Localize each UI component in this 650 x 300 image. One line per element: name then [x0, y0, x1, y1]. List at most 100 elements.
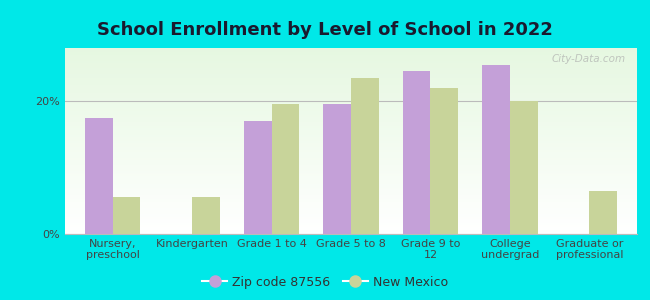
- Bar: [323, 104, 351, 234]
- Bar: [65, 115, 637, 117]
- Bar: [430, 88, 458, 234]
- Bar: [85, 118, 112, 234]
- Bar: [65, 184, 637, 186]
- Bar: [482, 64, 510, 234]
- Bar: [65, 113, 637, 115]
- Bar: [65, 188, 637, 189]
- Bar: [65, 139, 637, 141]
- Bar: [65, 76, 637, 78]
- Bar: [192, 197, 220, 234]
- Bar: [65, 191, 637, 193]
- Bar: [65, 104, 637, 106]
- Bar: [65, 167, 637, 169]
- Bar: [65, 182, 637, 184]
- Bar: [65, 204, 637, 206]
- Bar: [65, 160, 637, 161]
- Bar: [65, 219, 637, 221]
- Bar: [65, 111, 637, 113]
- Bar: [65, 121, 637, 122]
- Bar: [65, 59, 637, 61]
- Bar: [65, 100, 637, 102]
- Bar: [65, 117, 637, 119]
- Bar: [65, 67, 637, 68]
- Bar: [65, 148, 637, 150]
- Bar: [65, 189, 637, 191]
- Bar: [65, 195, 637, 197]
- Bar: [65, 65, 637, 67]
- Bar: [65, 161, 637, 163]
- Bar: [65, 217, 637, 219]
- Bar: [65, 61, 637, 63]
- Bar: [65, 128, 637, 130]
- Bar: [65, 122, 637, 124]
- Bar: [65, 206, 637, 208]
- Bar: [65, 152, 637, 154]
- Bar: [65, 226, 637, 228]
- Bar: [65, 87, 637, 89]
- Bar: [510, 101, 538, 234]
- Bar: [590, 191, 617, 234]
- Bar: [65, 106, 637, 107]
- Bar: [65, 126, 637, 128]
- Bar: [65, 85, 637, 87]
- Bar: [272, 104, 300, 234]
- Bar: [65, 94, 637, 96]
- Bar: [65, 199, 637, 200]
- Legend: Zip code 87556, New Mexico: Zip code 87556, New Mexico: [197, 271, 453, 294]
- Bar: [65, 137, 637, 139]
- Bar: [65, 68, 637, 70]
- Bar: [65, 232, 637, 234]
- Bar: [65, 130, 637, 132]
- Bar: [65, 89, 637, 91]
- Bar: [65, 110, 637, 111]
- Bar: [65, 150, 637, 152]
- Bar: [65, 165, 637, 167]
- Bar: [65, 143, 637, 145]
- Bar: [65, 50, 637, 52]
- Bar: [65, 145, 637, 147]
- Bar: [65, 102, 637, 104]
- Bar: [244, 121, 272, 234]
- Bar: [402, 71, 430, 234]
- Bar: [65, 225, 637, 226]
- Bar: [65, 93, 637, 94]
- Bar: [65, 230, 637, 232]
- Bar: [65, 210, 637, 212]
- Bar: [65, 91, 637, 93]
- Bar: [65, 180, 637, 182]
- Bar: [65, 83, 637, 85]
- Bar: [65, 147, 637, 148]
- Bar: [65, 96, 637, 98]
- Bar: [65, 56, 637, 57]
- Bar: [65, 63, 637, 65]
- Bar: [65, 98, 637, 100]
- Bar: [65, 186, 637, 188]
- Bar: [65, 200, 637, 202]
- Bar: [65, 214, 637, 215]
- Bar: [65, 163, 637, 165]
- Bar: [65, 158, 637, 160]
- Bar: [65, 48, 637, 50]
- Bar: [65, 171, 637, 172]
- Bar: [65, 212, 637, 214]
- Bar: [65, 82, 637, 83]
- Bar: [65, 156, 637, 158]
- Bar: [65, 70, 637, 72]
- Bar: [65, 141, 637, 143]
- Bar: [65, 202, 637, 204]
- Bar: [65, 119, 637, 121]
- Bar: [65, 78, 637, 80]
- Bar: [65, 72, 637, 74]
- Bar: [65, 223, 637, 225]
- Bar: [65, 107, 637, 110]
- Bar: [112, 197, 140, 234]
- Bar: [65, 57, 637, 59]
- Bar: [65, 175, 637, 176]
- Bar: [65, 52, 637, 54]
- Bar: [65, 132, 637, 134]
- Bar: [65, 178, 637, 180]
- Bar: [65, 134, 637, 135]
- Bar: [65, 228, 637, 230]
- Bar: [65, 193, 637, 195]
- Bar: [65, 172, 637, 175]
